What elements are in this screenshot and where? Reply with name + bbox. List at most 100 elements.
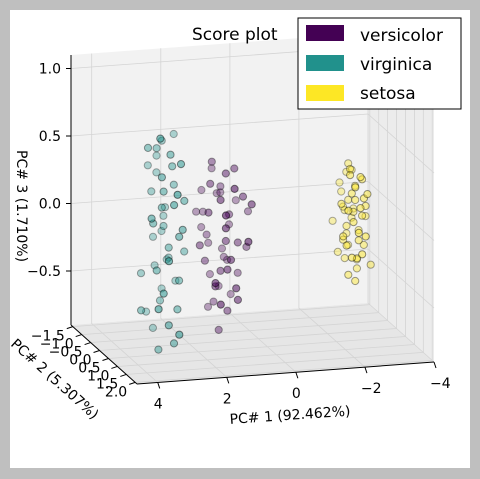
point-virginica [181,248,188,255]
legend-label-versicolor: versicolor [360,26,443,46]
legend-label-setosa: setosa [360,84,416,104]
point-setosa [367,261,374,268]
point-versicolor [203,231,210,238]
point-versicolor [212,280,219,287]
point-setosa [364,191,371,198]
point-virginica [138,307,145,314]
point-versicolor [227,256,234,263]
point-virginica [153,267,160,274]
point-versicolor [217,301,224,308]
y-tick-mark [129,382,135,384]
figure: 4 2 0 −2 −4 −1.5 −1.0 −0.5 0.0 0.5 1.0 1.5 2.0 1.0 0.5… [10,10,470,468]
point-setosa [355,237,362,244]
point-versicolor [205,209,212,216]
point-versicolor [206,271,213,278]
z-tick-label: 1.0 [39,62,61,78]
point-virginica [149,324,156,331]
point-virginica [144,162,151,169]
x-tick-label: −2 [361,381,382,397]
point-versicolor [234,269,241,276]
point-versicolor [224,266,231,273]
point-virginica [170,181,177,188]
point-virginica [148,215,155,222]
point-setosa [336,179,343,186]
point-virginica [158,204,165,211]
point-versicolor [233,285,240,292]
point-versicolor [217,183,224,190]
point-setosa [359,212,366,219]
point-virginica [157,135,164,142]
point-virginica [149,233,156,240]
point-setosa [359,251,366,258]
point-setosa [353,265,360,272]
point-virginica [174,191,181,198]
y-tick-mark [94,351,100,353]
point-virginica [156,297,163,304]
point-virginica [176,331,183,338]
point-setosa [348,254,355,261]
point-versicolor [220,253,227,260]
point-virginica [165,322,172,329]
z-axis-label: PC# 3 (1.710%) [13,150,29,262]
point-versicolor [222,225,229,232]
x-tick-mark [227,377,229,383]
point-virginica [167,151,174,158]
point-setosa [357,174,364,181]
point-setosa [341,255,348,262]
z-tick-label: 0.5 [39,129,61,145]
point-versicolor [222,237,229,244]
x-tick-label: 2 [223,391,232,407]
point-versicolor [234,296,241,303]
point-versicolor [215,326,222,333]
point-setosa [352,184,359,191]
x-tick-mark [365,367,367,373]
point-virginica [158,174,165,181]
point-versicolor [193,208,200,215]
x-tick-label: 0 [292,386,301,402]
point-versicolor [217,267,224,274]
point-setosa [329,217,336,224]
point-virginica [176,277,183,284]
point-versicolor [231,185,238,192]
point-versicolor [239,193,246,200]
point-versicolor [198,186,205,193]
point-setosa [345,207,352,214]
y-tick-label: 2.0 [105,384,127,400]
point-virginica [181,197,188,204]
point-versicolor [222,170,229,177]
point-virginica [160,212,167,219]
point-virginica [165,258,172,265]
point-versicolor [232,197,239,204]
legend-label-virginica: virginica [360,55,432,75]
point-versicolor [227,291,234,298]
point-setosa [338,200,345,207]
point-versicolor [196,242,203,249]
point-virginica [179,226,186,233]
point-versicolor [231,165,238,172]
y-tick-mark [120,374,126,376]
point-virginica [169,163,176,170]
point-setosa [345,271,352,278]
y-tick-mark [67,327,73,329]
point-virginica [144,144,151,151]
x-tick-mark [296,372,298,378]
x-axis-label: PC# 1 (92.462%) [229,404,351,428]
point-setosa [343,242,350,249]
point-versicolor [217,196,224,203]
legend-swatch-versicolor [306,25,344,41]
point-virginica [174,306,181,313]
y-tick-mark [76,335,82,337]
point-virginica [170,130,177,137]
point-versicolor [218,245,225,252]
point-versicolor [198,224,205,231]
legend-swatch-setosa [306,85,344,101]
point-virginica [177,161,184,168]
point-versicolor [222,212,229,219]
point-versicolor [244,208,251,215]
point-versicolor [234,239,241,246]
point-versicolor [208,158,215,165]
x-tick-label: 4 [154,397,163,413]
z-tick-label: 0.0 [39,197,61,213]
point-virginica [176,233,183,240]
point-setosa [334,248,341,255]
